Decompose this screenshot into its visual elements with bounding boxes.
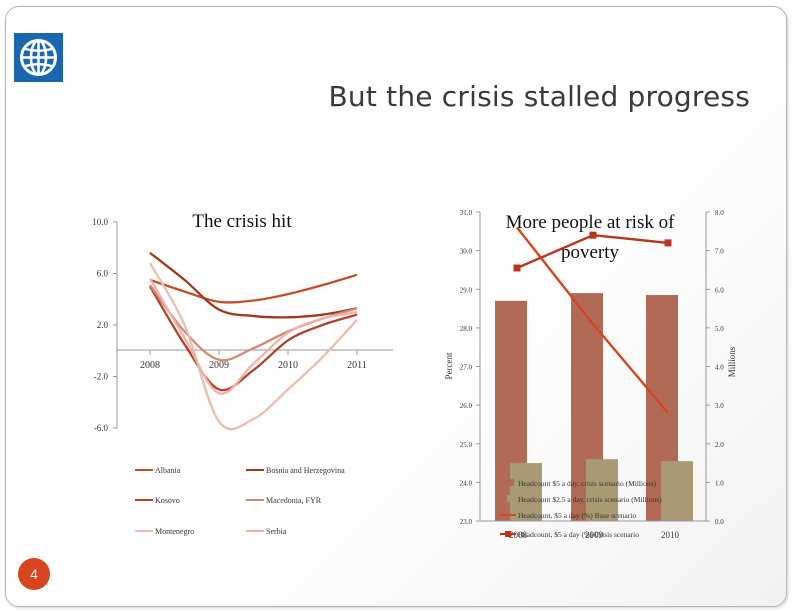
legend-label: Serbia [266, 527, 287, 536]
line-y-tick-label: 10.0 [92, 217, 108, 227]
crisis-scenario-marker [513, 264, 521, 272]
combo-left-axis-label: Percent [444, 352, 454, 379]
globe-logo-icon [20, 39, 57, 76]
legend-label: Headcount, $5 a day (%) Base scenario [518, 511, 636, 520]
series-line-montenegro [148, 262, 358, 431]
combo-right-tick-label: 4.0 [715, 364, 724, 372]
combo-left-tick-label: 25.0 [460, 441, 473, 449]
combo-left-tick-label: 26.0 [460, 402, 473, 410]
crisis-scenario-marker [664, 239, 672, 247]
combo-left-tick-label: 27.0 [460, 364, 473, 372]
combo-x-tick-label: 2009 [585, 530, 604, 540]
combo-left-tick-label: 24.0 [460, 479, 473, 487]
legend-swatch [507, 479, 514, 486]
line-y-tick-label: -6.0 [94, 423, 109, 433]
legend-label: Montenegro [155, 527, 194, 536]
combo-right-tick-label: 2.0 [715, 441, 724, 449]
line-x-tick-label: 2011 [347, 360, 367, 371]
combo-right-axis-label: Millions [727, 346, 737, 377]
base-scenario-line [516, 226, 669, 414]
combo-left-tick-label: 23.0 [460, 518, 473, 526]
combo-right-tick-label: 1.0 [715, 479, 724, 487]
combo-right-tick-label: 6.0 [715, 286, 724, 294]
legend-label: Bosnia and Herzegovina [266, 466, 345, 475]
line-x-tick-label: 2008 [140, 360, 160, 371]
page-number-badge: 4 [18, 558, 50, 590]
combo-left-tick-label: 29.0 [460, 286, 473, 294]
legend-label: Kosovo [155, 496, 180, 505]
bar-headcount-2-5-millions [510, 463, 542, 521]
crisis-scenario-marker [589, 231, 597, 239]
line-y-tick-label: 2.0 [97, 320, 109, 330]
combo-chart-title-line-2: poverty [561, 242, 620, 263]
combo-right-tick-label: 0.0 [715, 518, 724, 526]
line-y-tick-label: 6.0 [97, 269, 109, 279]
line-x-tick-label: 2010 [278, 360, 298, 371]
legend-label: Macedonia, FYR [266, 496, 322, 505]
combo-left-tick-label: 31.0 [460, 209, 473, 217]
combo-right-tick-label: 7.0 [715, 248, 724, 256]
series-line-kosovo [149, 285, 358, 392]
line-y-tick-label: -2.0 [94, 372, 109, 382]
legend-label: Headcount $2.5 a day, crisis scenario (M… [518, 495, 662, 504]
combo-x-tick-label: 2008 [509, 530, 528, 540]
combo-right-tick-label: 8.0 [715, 209, 724, 217]
combo-chart-title-line-1: More people at risk of [506, 212, 676, 233]
combo-right-tick-label: 3.0 [715, 402, 724, 410]
combo-left-tick-label: 30.0 [460, 248, 473, 256]
line-x-tick-label: 2009 [209, 360, 229, 371]
legend-label: Headcount, $5 a day (%) Crisis scenario [518, 530, 639, 539]
combo-left-tick-label: 28.0 [460, 325, 473, 333]
legend-label: Headcount $5 a day, crisis scenario (Mil… [518, 479, 657, 488]
line-chart-title: The crisis hit [192, 211, 292, 232]
legend-label: Albania [155, 466, 181, 475]
slide-title: But the crisis stalled progress [328, 80, 750, 113]
legend-swatch [507, 495, 514, 502]
series-line-albania [149, 273, 358, 304]
combo-right-tick-label: 5.0 [715, 325, 724, 333]
world-bank-logo [14, 33, 63, 82]
series-line-serbia [149, 278, 358, 395]
bar-headcount-2-5-millions [586, 459, 618, 521]
legend-marker [505, 531, 511, 537]
combo-x-tick-label: 2010 [661, 530, 680, 540]
series-line-bosnia-and-herzegovina [149, 251, 358, 319]
bar-headcount-2-5-millions [661, 461, 693, 521]
